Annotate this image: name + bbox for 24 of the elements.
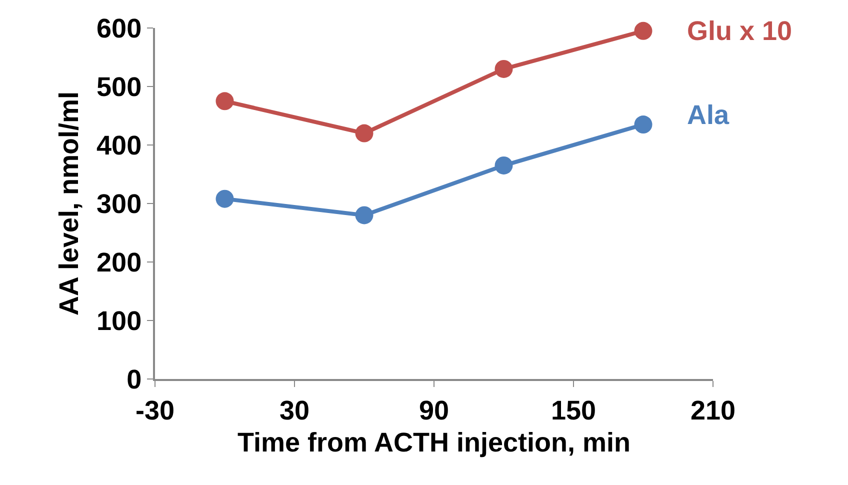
x-tick-label: 90: [418, 395, 450, 426]
x-tick-label: 150: [550, 395, 596, 426]
point: [355, 124, 374, 142]
point: [355, 206, 374, 224]
point: [634, 22, 652, 40]
y-tick-label: 500: [96, 72, 142, 102]
y-tick-label: 200: [96, 247, 142, 278]
x-tick-label: 30: [279, 395, 310, 426]
point: [216, 190, 234, 208]
point: [494, 156, 513, 174]
y-axis-title: AA level, nmol/ml: [54, 91, 84, 316]
y-tick-label: 600: [96, 13, 142, 44]
y-tick-label: 100: [96, 306, 142, 336]
series-label: Glu x 10: [687, 16, 792, 46]
series-label: Ala: [687, 100, 730, 130]
point: [634, 116, 652, 134]
y-tick-label: 400: [96, 130, 142, 160]
y-tick-label: 300: [96, 188, 142, 219]
x-axis-title: Time from ACTH injection, min: [237, 427, 631, 458]
y-tick-label: 0: [126, 364, 142, 394]
x-tick-label: -30: [135, 395, 175, 426]
point: [494, 60, 513, 78]
point: [216, 92, 234, 110]
x-tick-label: 210: [690, 395, 736, 426]
